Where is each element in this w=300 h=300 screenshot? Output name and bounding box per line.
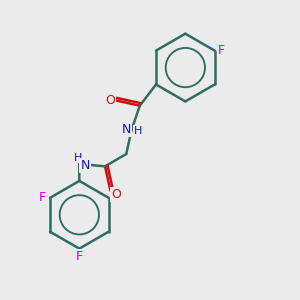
Text: H: H <box>134 126 142 136</box>
Text: F: F <box>76 250 83 262</box>
Text: H: H <box>74 152 82 163</box>
Text: F: F <box>39 191 46 204</box>
Text: O: O <box>111 188 121 200</box>
Text: N: N <box>80 159 90 172</box>
Text: F: F <box>218 44 225 57</box>
Text: N: N <box>122 123 131 136</box>
Text: O: O <box>105 94 115 107</box>
